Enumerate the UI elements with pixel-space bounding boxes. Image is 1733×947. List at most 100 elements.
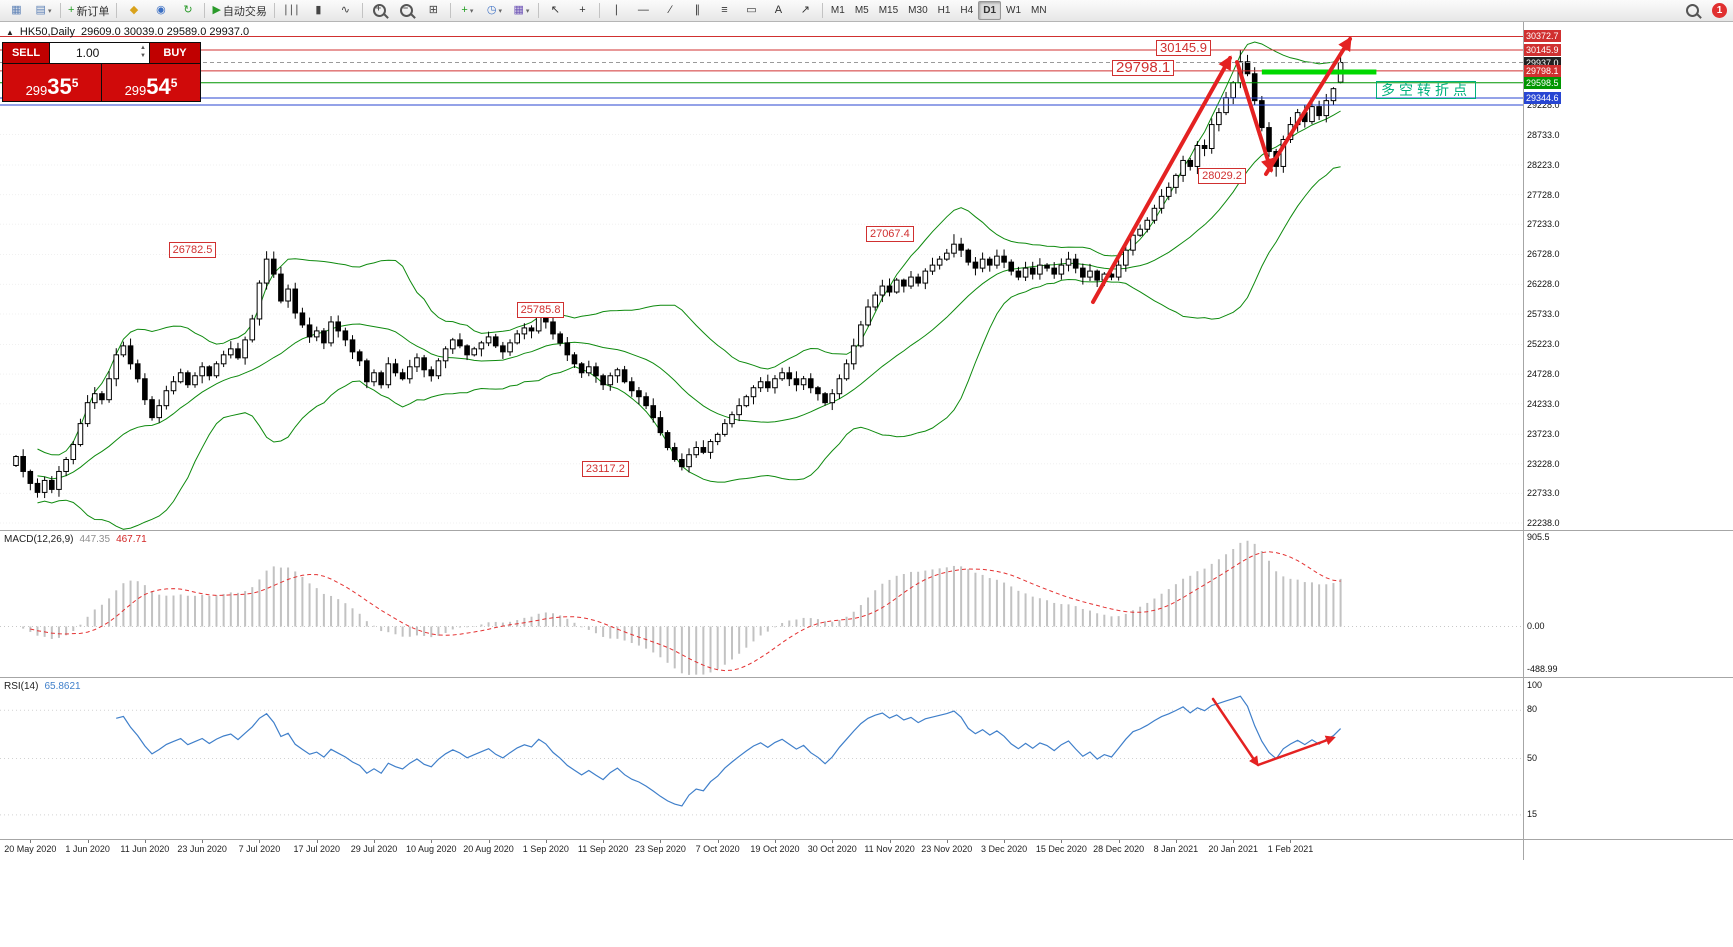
- toolbar-separator: [116, 3, 118, 18]
- sell-price[interactable]: 299 35 5: [3, 64, 101, 101]
- zoom-in-button[interactable]: +: [366, 1, 393, 21]
- toolbar-separator: [60, 3, 61, 18]
- buy-button[interactable]: BUY: [150, 43, 200, 63]
- search-icon: [1686, 4, 1699, 17]
- date-tick: 17 Jul 2020: [293, 844, 340, 854]
- date-tickmark: [488, 840, 490, 843]
- crosshair-icon: +: [579, 4, 586, 16]
- trendline-icon: ∕: [669, 4, 672, 16]
- date-tickmark: [202, 840, 204, 843]
- buy-price[interactable]: 299 54 5: [102, 64, 200, 101]
- zoom-out-button[interactable]: −: [393, 1, 420, 21]
- new-chart-button[interactable]: ▦: [3, 1, 30, 21]
- crosshair-button[interactable]: +: [569, 1, 596, 21]
- periods-button[interactable]: ◷ ▾: [481, 1, 508, 21]
- price-tick: 26728.0: [1527, 249, 1560, 260]
- date-tick: 28 Dec 2020: [1093, 844, 1145, 854]
- macd-panel-canvas[interactable]: [0, 530, 1733, 677]
- macd-tick: 0.00: [1527, 620, 1545, 631]
- turning-point-label: 多空转折点: [1376, 81, 1476, 99]
- date-tick: 20 Aug 2020: [463, 844, 514, 854]
- price-line-label: 29798.1: [1524, 64, 1561, 77]
- date-tickmark: [717, 840, 719, 843]
- date-tick: 7 Jul 2020: [238, 844, 281, 854]
- sell-button[interactable]: SELL: [3, 43, 49, 63]
- timeframe-m15[interactable]: M15: [878, 5, 899, 16]
- chart-profiles-caret-icon: ▾: [47, 7, 52, 15]
- fibonacci-button[interactable]: ≡: [711, 1, 738, 21]
- price-tick: 25733.0: [1527, 308, 1560, 319]
- tile-windows-button[interactable]: ⊞: [420, 1, 447, 21]
- volume-down-icon[interactable]: ▼: [140, 53, 146, 59]
- templates-button[interactable]: ▦ ▾: [508, 1, 535, 21]
- timeframe-h4[interactable]: H4: [960, 5, 974, 16]
- indicators-caret-icon: ▾: [469, 7, 474, 15]
- chart-window[interactable]: ▲ HK50,Daily 29609.0 30039.0 29589.0 299…: [0, 22, 1733, 860]
- indicators-button[interactable]: + ▾: [454, 1, 481, 21]
- vertical-line-button[interactable]: ∣: [603, 1, 630, 21]
- date-tickmark: [774, 840, 776, 843]
- rsi-panel-canvas[interactable]: [0, 677, 1733, 839]
- timeframe-w1[interactable]: W1: [1006, 5, 1022, 16]
- cursor-icon: ↖: [550, 4, 561, 16]
- main-chart-canvas[interactable]: [0, 22, 1733, 530]
- notifications-badge[interactable]: 1: [1712, 3, 1727, 18]
- zoom-in-icon: +: [372, 4, 386, 17]
- date-tick: 23 Jun 2020: [177, 844, 227, 854]
- new-order-icon: +: [68, 4, 75, 16]
- price-tick: 23723.0: [1527, 429, 1560, 440]
- one-click-trading-panel: SELL 1.00 ▲ ▼ BUY 299 35 5 299 54 5: [2, 42, 201, 102]
- timeframe-m30[interactable]: M30: [908, 5, 928, 16]
- date-tick: 3 Dec 2020: [981, 844, 1028, 854]
- timeframe-m1[interactable]: M1: [830, 5, 845, 16]
- horizontal-line-button[interactable]: ―: [630, 1, 657, 21]
- price-tick: 26228.0: [1527, 279, 1560, 290]
- date-tick: 8 Jan 2021: [1153, 844, 1199, 854]
- toolbar-separator: [449, 3, 451, 18]
- date-tick: 7 Oct 2020: [695, 844, 740, 854]
- timeframe-h1[interactable]: H1: [937, 5, 951, 16]
- price-line-label: 30372.7: [1524, 30, 1561, 43]
- volume-value[interactable]: 1.00: [76, 46, 100, 60]
- date-tick: 1 Jun 2020: [65, 844, 110, 854]
- timeframe-d1[interactable]: D1: [978, 1, 1002, 20]
- text-button[interactable]: A: [765, 1, 792, 21]
- channel-button[interactable]: ∥: [684, 1, 711, 21]
- chart-bars-button[interactable]: ∣∣∣: [278, 1, 305, 21]
- price-tick: 27233.0: [1527, 219, 1560, 230]
- cursor-button[interactable]: ↖: [542, 1, 569, 21]
- chart-line-button[interactable]: ∿: [332, 1, 359, 21]
- data-window-button[interactable]: ◉: [147, 1, 174, 21]
- auto-trading-button[interactable]: ▶ 自动交易: [208, 1, 270, 21]
- chart-candles-button[interactable]: ▮: [305, 1, 332, 21]
- arrows-button[interactable]: ↗: [792, 1, 819, 21]
- macd-value-main: 447.35: [79, 534, 111, 545]
- auto-trading-label: 自动交易: [222, 5, 267, 18]
- price-line-label: 30145.9: [1524, 44, 1561, 57]
- new-order-label: 新订单: [76, 5, 110, 18]
- search-button[interactable]: [1679, 1, 1706, 21]
- volume-field[interactable]: 1.00 ▲ ▼: [50, 43, 149, 63]
- refresh-button[interactable]: ↻: [174, 1, 201, 21]
- rsi-tick: 80: [1527, 704, 1538, 715]
- timeframe-m5[interactable]: M5: [854, 5, 869, 16]
- zoom-out-icon: −: [399, 4, 413, 17]
- auto-trading-icon: ▶: [212, 4, 221, 16]
- candlesticks: [13, 50, 1344, 499]
- price-axis-separator: [1523, 22, 1524, 860]
- price-annotation: 28029.2: [1198, 167, 1246, 184]
- date-tickmark: [30, 840, 32, 843]
- macd-header: MACD(12,26,9) 447.35 467.71: [4, 534, 147, 545]
- timeframe-mn[interactable]: MN: [1031, 5, 1047, 16]
- new-order-button[interactable]: + 新订单: [64, 1, 113, 21]
- date-tickmark: [316, 840, 318, 843]
- trendline-button[interactable]: ∕: [657, 1, 684, 21]
- shapes-button[interactable]: ▭: [738, 1, 765, 21]
- date-tickmark: [374, 840, 375, 843]
- chart-profiles-button[interactable]: ▤ ▾: [30, 1, 57, 21]
- volume-up-icon[interactable]: ▲: [140, 45, 146, 51]
- market-watch-button[interactable]: ◆: [120, 1, 147, 21]
- collapse-triangle-icon[interactable]: ▲: [6, 27, 14, 37]
- macd-label: MACD(12,26,9): [4, 534, 74, 545]
- date-tick: 10 Aug 2020: [405, 844, 457, 854]
